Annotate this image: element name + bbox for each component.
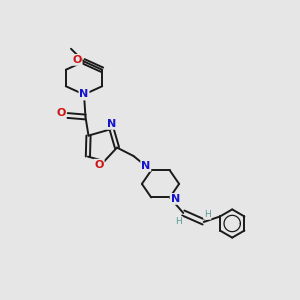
Text: O: O	[72, 55, 82, 65]
Text: N: N	[171, 194, 180, 204]
Text: H: H	[176, 217, 182, 226]
Text: N: N	[107, 119, 116, 129]
Text: H: H	[204, 210, 211, 219]
Text: N: N	[80, 89, 88, 100]
Text: N: N	[141, 161, 150, 171]
Text: O: O	[94, 160, 104, 170]
Text: O: O	[56, 108, 66, 118]
